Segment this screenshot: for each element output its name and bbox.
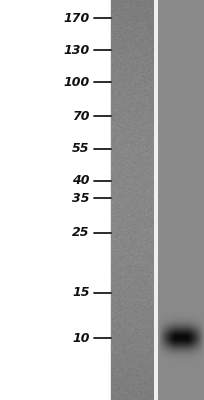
Text: 170: 170 (63, 12, 90, 24)
Text: 40: 40 (72, 174, 90, 187)
Text: 25: 25 (72, 226, 90, 239)
Bar (157, 0, 204, 400)
Bar (111, 0, 153, 400)
Text: 10: 10 (72, 332, 90, 344)
Text: 55: 55 (72, 142, 90, 155)
Text: 100: 100 (63, 76, 90, 88)
Text: 35: 35 (72, 192, 90, 204)
Bar (153, 0, 158, 400)
Text: 15: 15 (72, 286, 90, 299)
Text: 130: 130 (63, 44, 90, 56)
Text: 70: 70 (72, 110, 90, 122)
